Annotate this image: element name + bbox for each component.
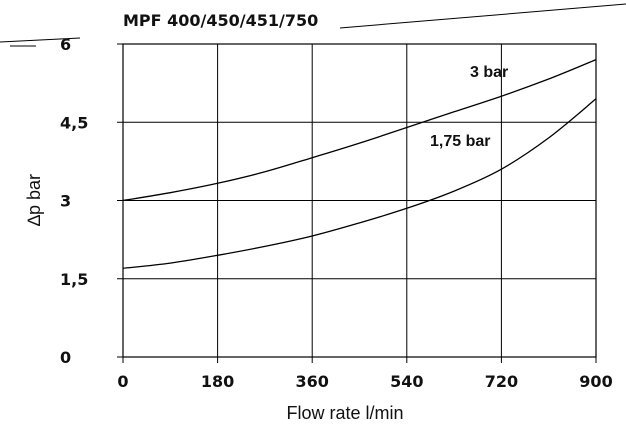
x-axis-ticks: 0 180 360 540 720 900 bbox=[117, 357, 613, 391]
x-tick-label: 180 bbox=[201, 372, 234, 391]
y-axis-label: ∆p bar bbox=[24, 174, 44, 226]
series bbox=[122, 59, 597, 269]
x-tick-label: 540 bbox=[390, 372, 423, 391]
chart-title: MPF 400/450/451/750 bbox=[123, 11, 318, 30]
title-decoration-line-right bbox=[339, 3, 626, 29]
series-label-3-bar: 3 bar bbox=[470, 64, 508, 81]
series-line-0 bbox=[122, 59, 597, 202]
y-tick-label: 0 bbox=[60, 348, 71, 367]
y-axis-ticks: 0 1,5 3 4,5 6 bbox=[60, 35, 123, 367]
x-tick-label: 900 bbox=[579, 372, 612, 391]
x-tick-label: 720 bbox=[485, 372, 518, 391]
y-tick-label: 4,5 bbox=[60, 113, 88, 132]
x-tick-label: 360 bbox=[295, 372, 328, 391]
y-tick-label: 1,5 bbox=[60, 270, 88, 289]
title-decoration-line-left bbox=[0, 37, 81, 43]
x-axis-label: Flow rate l/min bbox=[286, 403, 403, 423]
y-tick-label: 6 bbox=[60, 35, 71, 54]
x-tick-label: 0 bbox=[117, 372, 128, 391]
grid bbox=[123, 44, 596, 357]
series-line-1 bbox=[122, 98, 597, 269]
y-tick-label: 3 bbox=[60, 192, 71, 211]
series-label-1-75-bar: 1,75 bar bbox=[430, 133, 490, 150]
